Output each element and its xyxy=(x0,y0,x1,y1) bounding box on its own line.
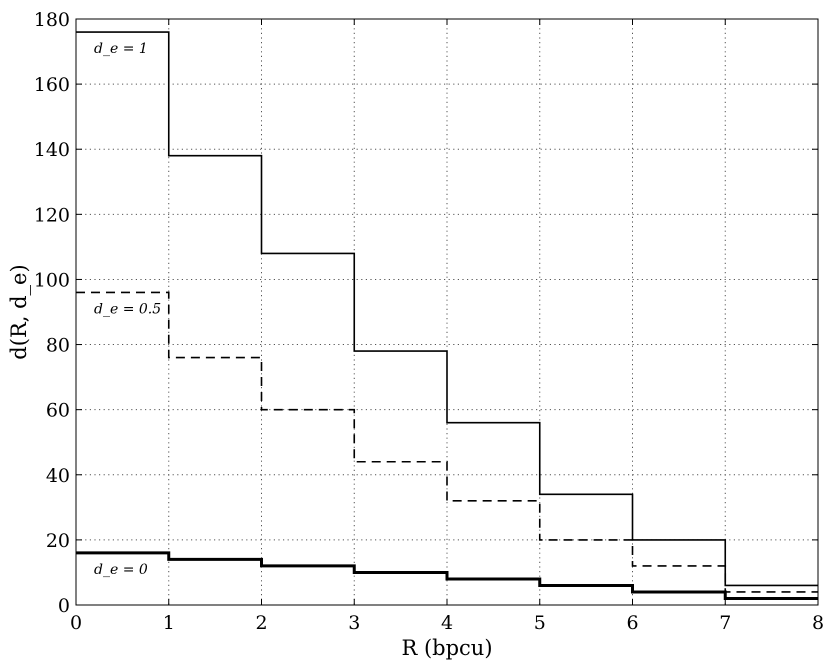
annotations: d_e = 1 d_e = 0.5 d_e = 0 xyxy=(94,41,161,578)
y-tick-label: 160 xyxy=(34,74,70,96)
y-axis-title: d(R, d_e) xyxy=(7,264,31,359)
y-tick-label: 80 xyxy=(46,335,70,357)
annotation-label-1: d_e = 0.5 xyxy=(94,301,161,317)
x-tick-label: 0 xyxy=(70,612,82,634)
grid xyxy=(76,19,818,605)
y-tick-label: 100 xyxy=(34,269,70,291)
series-line-1 xyxy=(76,291,818,593)
x-tick-label: 4 xyxy=(441,612,453,634)
x-tick-label: 1 xyxy=(163,612,175,634)
series-line-2 xyxy=(76,551,818,600)
annotation-label-0: d_e = 1 xyxy=(94,41,148,57)
y-tick-label: 0 xyxy=(58,595,70,617)
x-axis-title: R (bpcu) xyxy=(401,636,492,660)
x-tick-label: 6 xyxy=(626,612,638,634)
y-tick-label: 120 xyxy=(34,204,70,226)
y-tick-label: 40 xyxy=(46,465,70,487)
series-line-0 xyxy=(76,31,818,587)
y-tick-label: 140 xyxy=(34,139,70,161)
x-tick-label: 8 xyxy=(812,612,824,634)
x-tick-label: 7 xyxy=(719,612,731,634)
y-tick-label: 60 xyxy=(46,400,70,422)
x-tick-label: 5 xyxy=(534,612,546,634)
y-tick-label: 180 xyxy=(34,9,70,31)
x-tick-label: 2 xyxy=(255,612,267,634)
x-tick-label: 3 xyxy=(348,612,360,634)
y-tick-label: 20 xyxy=(46,530,70,552)
series-layer xyxy=(76,31,818,600)
annotation-label-2: d_e = 0 xyxy=(94,562,148,578)
